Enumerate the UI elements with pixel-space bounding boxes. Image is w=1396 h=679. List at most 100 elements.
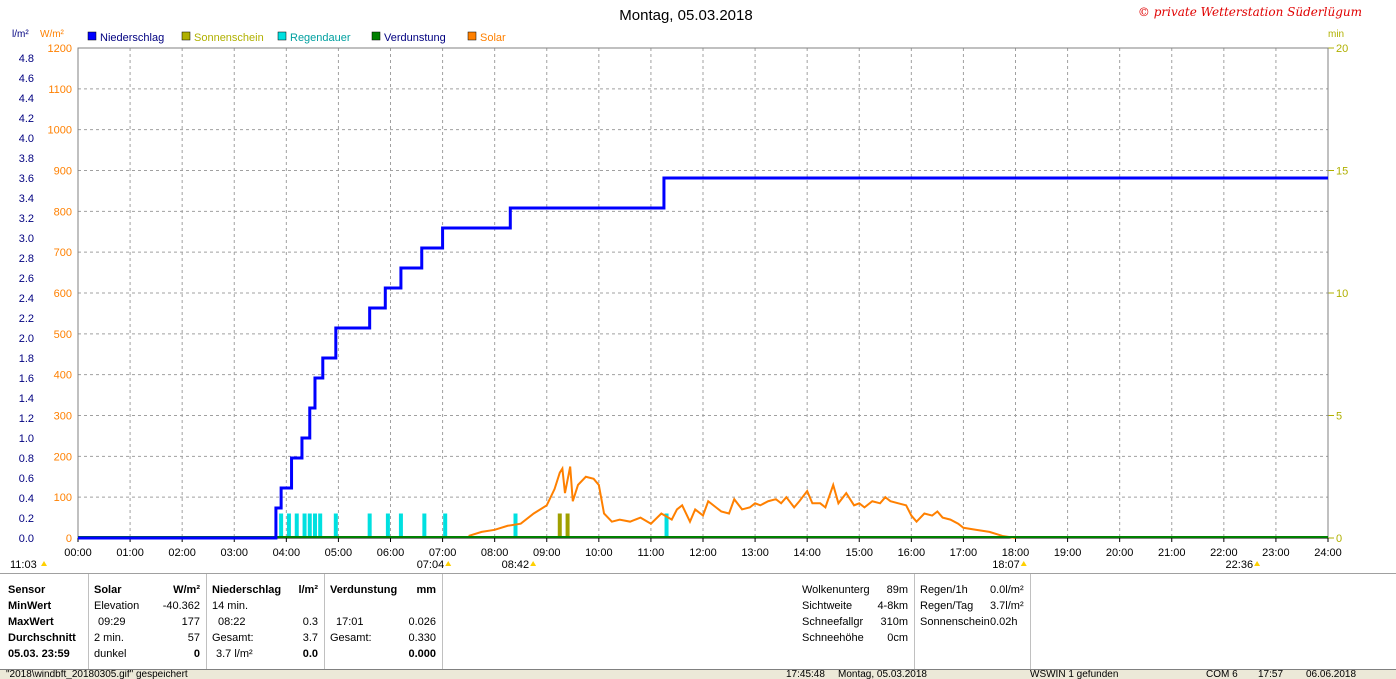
rainday-names: Regen/1h Regen/Tag Sonnenschein: [920, 582, 990, 630]
label-min: MinWert: [8, 600, 52, 612]
rain-name: Gesamt:: [212, 632, 254, 644]
series-niederschlag: [78, 176, 1328, 540]
legend-swatch: [181, 31, 191, 41]
stats-separator: [914, 574, 915, 670]
rainday-value: 0.02h: [990, 616, 1018, 628]
x-tick-label: 01:00: [116, 547, 144, 559]
y-rain-tick-label: 0.2: [19, 513, 34, 525]
bar-regendauer: [286, 513, 291, 538]
solar-unit: W/m²: [173, 584, 200, 596]
y-solar-tick-label: 300: [54, 411, 72, 423]
x-tick-label: 09:00: [533, 547, 561, 559]
y-rain-tick-label: 4.8: [19, 53, 34, 65]
solar-names: Solar Elevation 09:29 2 min. dunkel: [94, 582, 139, 662]
weather-value: 310m: [880, 616, 908, 628]
status-port: COM 6: [1206, 669, 1238, 679]
weather-name: Wolkenunterg: [802, 584, 870, 596]
bar-regendauer: [443, 513, 448, 538]
solar-value: 57: [187, 632, 200, 644]
x-tick-label: 12:00: [689, 547, 717, 559]
series-lines: [78, 176, 1328, 540]
weather-chart: 00:00 01:00 02:00 03:00 04:00 05:00 06:00 07:00…: [10, 5, 1362, 571]
bar-regendauer: [398, 513, 403, 538]
y-rain-tick-label: 4.2: [19, 113, 34, 125]
solar-value: 177: [181, 616, 200, 628]
rain-value: 3.7: [302, 632, 318, 644]
x-tick-label: 10:00: [585, 547, 613, 559]
weather-name: Schneehöhe: [802, 632, 864, 644]
y-solar-tick-label: 500: [54, 329, 72, 341]
legend-swatch: [467, 31, 477, 41]
rain-header: Niederschlag: [212, 584, 282, 596]
stats-separator: [324, 574, 325, 670]
date-title: Montag, 05.03.2018: [619, 7, 752, 24]
bar-regendauer: [302, 513, 307, 538]
x-tick-label: 17:00: [950, 547, 978, 559]
legend-swatch: [277, 31, 287, 41]
bar-regendauer: [664, 513, 669, 538]
grid: [78, 48, 1328, 538]
rain-names: Niederschlag 14 min. 08:22 Gesamt: 3.7 l…: [212, 582, 281, 662]
y-rain-tick-label: 4.6: [19, 73, 34, 85]
x-tick-label: 21:00: [1158, 547, 1186, 559]
y-rain-tick-label: 1.2: [19, 413, 34, 425]
solar-name: 2 min.: [94, 632, 124, 644]
rain-name: 3.7 l/m²: [216, 648, 253, 660]
weather-value: 0cm: [887, 632, 908, 644]
weather-values: 89m 4-8km 310m 0cm: [860, 582, 908, 646]
status-date: Montag, 05.03.2018: [838, 669, 927, 679]
unit-solar: W/m²: [40, 29, 65, 40]
bar-regendauer: [294, 513, 299, 538]
legend-label: Niederschlag: [100, 32, 164, 44]
bar-regendauer: [279, 513, 284, 538]
x-tick-label: 08:00: [481, 547, 509, 559]
x-tick-label: 14:00: [793, 547, 821, 559]
y-solar-tick-label: 800: [54, 206, 72, 218]
evap-unit: mm: [416, 584, 436, 596]
x-tick-label: 02:00: [168, 547, 196, 559]
solar-value: 0: [193, 648, 200, 660]
x-tick-label: 05:00: [325, 547, 353, 559]
bar-regendauer: [385, 513, 390, 538]
solar-name: 09:29: [98, 616, 126, 628]
y-solar-tick-label: 1200: [48, 43, 72, 55]
sun-marker-icon: [41, 561, 47, 566]
weather-value: 4-8km: [877, 600, 908, 612]
x-tick-label: 13:00: [741, 547, 769, 559]
rain-value: 0.0: [302, 648, 318, 660]
x-tick-label: 11:00: [638, 547, 665, 559]
evap-names: Verdunstung 17:01 Gesamt:: [330, 582, 397, 646]
x-tick-label: 22:00: [1210, 547, 1238, 559]
y-right-tick-label: 10: [1336, 288, 1348, 300]
y-rain-tick-label: 2.6: [19, 273, 34, 285]
stats-row-labels: Sensor MinWert MaxWert Durchschnitt 05.0…: [8, 582, 76, 662]
y-solar-tick-label: 600: [54, 288, 72, 300]
sun-marker-icon: [445, 561, 452, 566]
x-tick-label: 00:00: [64, 547, 92, 559]
label-max: MaxWert: [8, 616, 54, 628]
stats-separator: [1030, 574, 1031, 670]
y-rain-tick-label: 2.4: [19, 293, 34, 305]
weather-value: 89m: [886, 584, 908, 596]
legend-label: Regendauer: [290, 32, 351, 44]
bar-regendauer: [367, 513, 372, 538]
label-sensor: Sensor: [8, 584, 46, 596]
status-bar: "2018\windbft_20180305.gif" gespeichert …: [0, 669, 1396, 679]
evap-values: mm 0.026 0.330 0.000: [390, 582, 436, 662]
solar-value: -40.362: [162, 600, 200, 612]
rainday-name: Regen/Tag: [920, 600, 974, 612]
station-credit: © private Wetterstation Süderlügum: [1138, 5, 1362, 19]
y-solar-tick-label: 200: [54, 451, 72, 463]
y-solar-tick-label: 1000: [48, 125, 72, 137]
y-rain-tick-label: 1.4: [19, 393, 34, 405]
y-rain-tick-label: 3.8: [19, 153, 34, 165]
solar-name: Elevation: [94, 600, 140, 612]
legend-swatch: [87, 31, 97, 41]
y-solar-tick-label: 400: [54, 370, 72, 382]
solar-header: Solar: [94, 584, 122, 596]
y-right-tick-label: 0: [1336, 533, 1342, 545]
legend-label: Verdunstung: [384, 32, 446, 44]
y-solar-tick-label: 100: [54, 492, 72, 504]
y-rain-tick-label: 2.0: [19, 333, 34, 345]
x-tick-label: 03:00: [220, 547, 248, 559]
